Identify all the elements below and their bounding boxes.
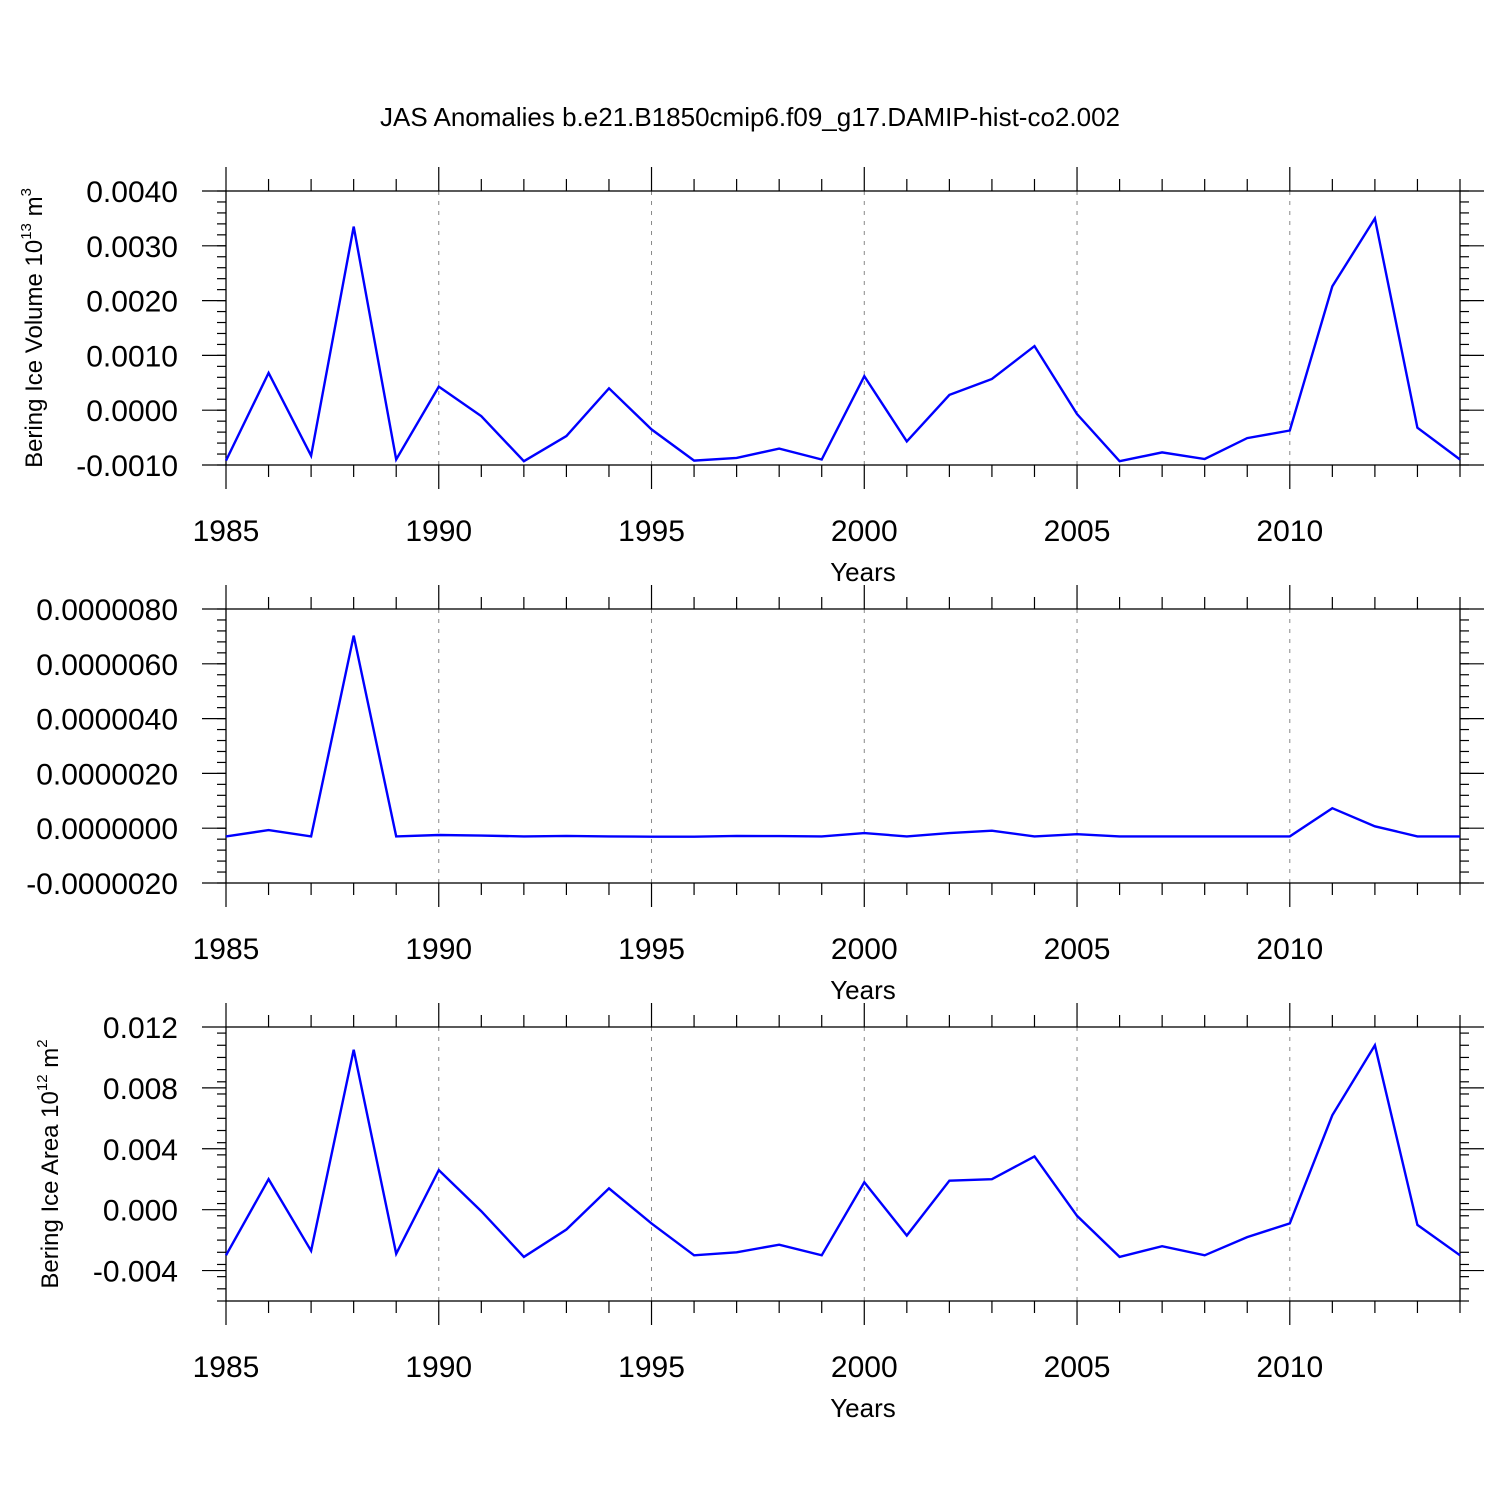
x-tick-label: 2010 [1256, 515, 1323, 548]
y-tick-label: 0.0030 [86, 231, 178, 264]
x-axis-label: Years [830, 1393, 896, 1423]
y-axis-label-text: Bering Ice Area 10 [37, 1091, 64, 1288]
y-tick-label: -0.004 [93, 1256, 178, 1289]
x-tick-label: 2000 [831, 515, 898, 548]
y-tick-label: -0.0010 [76, 450, 178, 483]
y-tick-label: 0.0000080 [36, 594, 178, 627]
figure-title: JAS Anomalies b.e21.B1850cmip6.f09_g17.D… [380, 102, 1120, 132]
plot-frame [225, 608, 1461, 884]
y-tick-label: 0.012 [103, 1012, 178, 1045]
x-tick-label: 2000 [831, 1351, 898, 1384]
y-axis-label-text: Bering Ice Volume 10 [21, 240, 48, 468]
y-tick-label: 0.000 [103, 1195, 178, 1228]
y-tick-label: 0.0040 [86, 176, 178, 209]
x-tick-label: 1995 [618, 933, 685, 966]
y-axis-label: Bering Ice Area 1012 m2 [34, 1039, 64, 1288]
x-tick-label: 2005 [1044, 933, 1111, 966]
x-tick-label: 1995 [618, 515, 685, 548]
x-tick-label: 1990 [405, 933, 472, 966]
x-tick-label: 1985 [193, 1351, 260, 1384]
y-tick-label: 0.0000000 [36, 813, 178, 846]
y-tick-label: 0.008 [103, 1073, 178, 1106]
x-tick-label: 2005 [1044, 515, 1111, 548]
y-tick-label: 0.004 [103, 1134, 178, 1167]
panels: 1985 1990 1995 2000 2005 2010 Years -0.0010 0.00… [18, 167, 1484, 1423]
y-tick-label: 0.0000060 [36, 649, 178, 682]
y-tick-label: 0.0020 [86, 286, 178, 319]
x-tick-label: 2010 [1256, 1351, 1323, 1384]
series-line [225, 635, 1460, 838]
y-axis-label-unit-exponent: 3 [18, 188, 35, 196]
x-tick-label: 2000 [831, 933, 898, 966]
y-tick-label: 0.0010 [86, 340, 178, 373]
panel-2: 1985 1990 1995 2000 2005 2010 Years -0.0000020 0… [26, 585, 1484, 1005]
y-axis-label-exponent: 12 [34, 1074, 51, 1091]
x-tick-label: 2010 [1256, 933, 1323, 966]
y-tick-label: -0.0000020 [26, 868, 178, 901]
panel-3: 1985 1990 1995 2000 2005 2010 Years -0.004 0.000… [34, 1003, 1484, 1423]
y-tick-label: 0.0000040 [36, 704, 178, 737]
x-tick-label: 2005 [1044, 1351, 1111, 1384]
y-axis-label-unit: m [21, 196, 48, 223]
y-axis-label-exponent: 13 [18, 223, 35, 240]
y-axis-label-unit: m [37, 1048, 64, 1075]
x-tick-label: 1990 [405, 1351, 472, 1384]
x-axis-label: Years [830, 557, 896, 587]
panel-1: 1985 1990 1995 2000 2005 2010 Years -0.0010 0.00… [18, 167, 1484, 587]
x-axis-label: Years [830, 975, 896, 1005]
x-tick-label: 1990 [405, 515, 472, 548]
x-tick-label: 1985 [193, 933, 260, 966]
y-axis-label: Bering Ice Volume 1013 m3 [18, 188, 48, 468]
series-line [224, 1042, 1461, 1259]
plot-frame [225, 1026, 1461, 1302]
x-tick-label: 1985 [193, 515, 260, 548]
plot-frame [225, 190, 1461, 466]
series-line [224, 215, 1461, 463]
y-tick-label: 0.0000 [86, 395, 178, 428]
y-axis-label-unit-exponent: 2 [34, 1039, 51, 1047]
y-tick-label: 0.0000020 [36, 758, 178, 791]
x-tick-label: 1995 [618, 1351, 685, 1384]
